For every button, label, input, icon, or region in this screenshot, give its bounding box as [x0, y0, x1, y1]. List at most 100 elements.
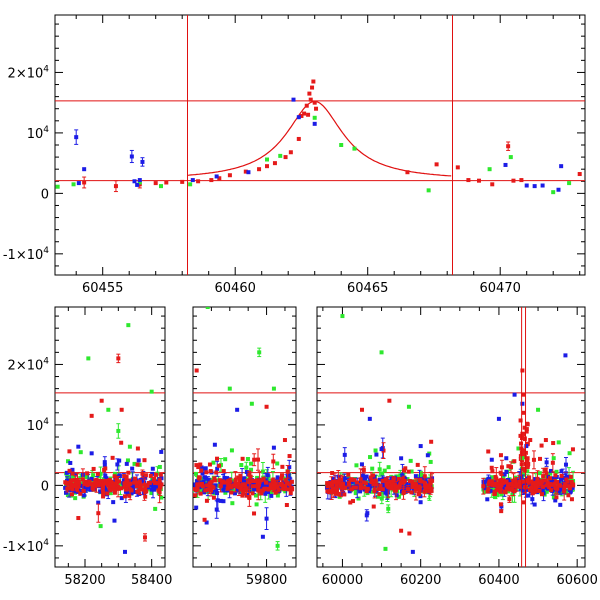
data-point	[135, 480, 140, 485]
data-point	[122, 474, 127, 479]
data-point	[82, 167, 87, 172]
data-point	[358, 489, 363, 494]
data-point	[270, 478, 275, 483]
data-point	[137, 180, 142, 185]
data-point	[129, 154, 134, 159]
data-point	[418, 500, 423, 505]
data-point	[383, 477, 388, 482]
data-point	[98, 524, 103, 529]
data-point	[93, 478, 98, 483]
data-point	[401, 489, 406, 494]
data-point	[486, 449, 491, 454]
data-point	[381, 483, 386, 488]
data-point	[121, 478, 126, 483]
data-point	[374, 489, 379, 494]
data-point	[516, 446, 521, 451]
data-point	[564, 477, 569, 482]
data-point	[135, 462, 140, 467]
data-point	[157, 476, 162, 481]
data-point	[253, 487, 258, 492]
data-point	[231, 483, 236, 488]
data-point	[409, 469, 414, 474]
data-point	[352, 146, 357, 151]
data-point	[199, 482, 204, 487]
data-point	[76, 444, 81, 449]
data-point	[499, 504, 504, 509]
data-point	[246, 170, 251, 175]
data-point	[119, 496, 124, 501]
data-point	[496, 416, 501, 421]
data-point	[209, 488, 214, 493]
data-point	[264, 483, 269, 488]
data-point	[69, 492, 74, 497]
data-point	[108, 491, 113, 496]
data-point	[233, 477, 238, 482]
data-point	[143, 475, 148, 480]
data-point	[287, 454, 292, 459]
data-point	[245, 457, 250, 462]
data-point	[159, 184, 163, 189]
data-point	[211, 495, 216, 500]
data-point	[112, 490, 117, 495]
data-point	[342, 452, 347, 457]
data-point	[140, 159, 145, 164]
data-point	[86, 356, 91, 361]
data-point	[532, 184, 537, 189]
data-point	[110, 455, 115, 460]
data-point	[570, 447, 575, 452]
data-point	[410, 484, 415, 489]
data-point	[545, 474, 550, 479]
data-point	[331, 476, 336, 481]
data-point	[541, 474, 546, 479]
data-point	[253, 493, 258, 498]
data-point	[152, 476, 157, 481]
data-point	[543, 467, 548, 472]
data-point	[406, 404, 411, 409]
data-point	[113, 184, 118, 189]
data-point	[288, 150, 293, 155]
data-point	[106, 478, 111, 483]
data-point	[354, 463, 359, 468]
data-point	[249, 401, 254, 406]
data-point	[91, 466, 96, 471]
data-point	[398, 481, 403, 486]
data-point	[102, 467, 107, 472]
data-point	[490, 483, 495, 488]
data-point	[219, 486, 224, 491]
data-point	[389, 486, 394, 491]
data-point	[419, 472, 424, 477]
data-point	[344, 481, 349, 486]
data-point	[113, 487, 118, 492]
data-point	[380, 487, 385, 492]
data-point	[364, 474, 369, 479]
data-point	[275, 493, 280, 498]
data-point	[536, 407, 541, 412]
data-point	[112, 474, 117, 479]
data-point	[571, 482, 576, 487]
data-point	[205, 487, 210, 492]
data-point	[409, 490, 414, 495]
data-point	[218, 498, 223, 503]
data-point	[105, 491, 110, 496]
data-point	[312, 115, 317, 120]
data-point	[389, 483, 394, 488]
data-point	[482, 486, 487, 491]
data-point	[114, 478, 119, 483]
data-point	[275, 475, 280, 480]
data-point	[340, 481, 345, 486]
data-point	[533, 484, 538, 489]
data-point	[416, 492, 421, 497]
data-point	[353, 485, 358, 490]
data-point	[65, 480, 70, 485]
data-point	[259, 478, 264, 483]
data-point	[248, 474, 253, 479]
data-point	[332, 479, 337, 484]
data-point	[78, 491, 83, 496]
data-point	[363, 481, 368, 486]
data-point	[132, 483, 137, 488]
data-point	[238, 473, 243, 478]
data-point	[143, 487, 148, 492]
data-point	[325, 481, 330, 486]
data-point	[350, 499, 355, 504]
data-point	[418, 477, 423, 482]
